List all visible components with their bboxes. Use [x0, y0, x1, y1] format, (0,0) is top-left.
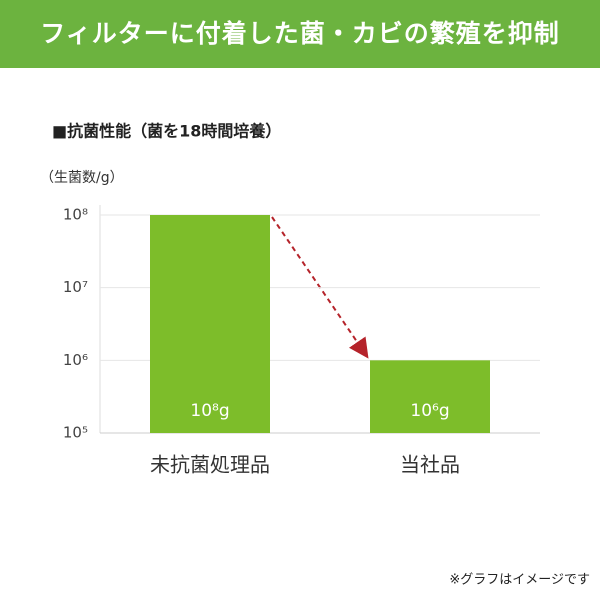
value-label: 10⁸g	[190, 401, 229, 421]
y-tick-label: 10⁷	[63, 278, 88, 296]
arrow	[271, 216, 369, 359]
bar	[150, 215, 270, 433]
x-tick-label: 当社品	[400, 453, 460, 477]
note: ※グラフはイメージです	[449, 573, 590, 588]
y-tick-label: 10⁸	[63, 206, 88, 224]
header-title: フィルターに付着した菌・カビの繁殖を抑制	[0, 0, 600, 68]
x-tick-label: 未抗菌処理品	[150, 453, 270, 477]
bar	[370, 360, 490, 433]
y-axis-label: （生菌数/g）	[40, 170, 124, 186]
chart-title: ■抗菌性能（菌を18時間培養）	[52, 122, 281, 141]
value-label: 10⁶g	[410, 401, 449, 421]
y-tick-label: 10⁵	[63, 424, 88, 442]
y-tick-label: 10⁶	[63, 351, 88, 369]
